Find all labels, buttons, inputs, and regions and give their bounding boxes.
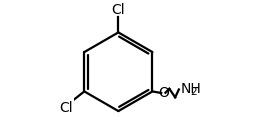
Text: NH: NH	[181, 82, 202, 96]
Text: Cl: Cl	[111, 3, 125, 17]
Text: Cl: Cl	[59, 101, 73, 115]
Text: O: O	[158, 86, 169, 100]
Text: 2: 2	[190, 87, 197, 97]
